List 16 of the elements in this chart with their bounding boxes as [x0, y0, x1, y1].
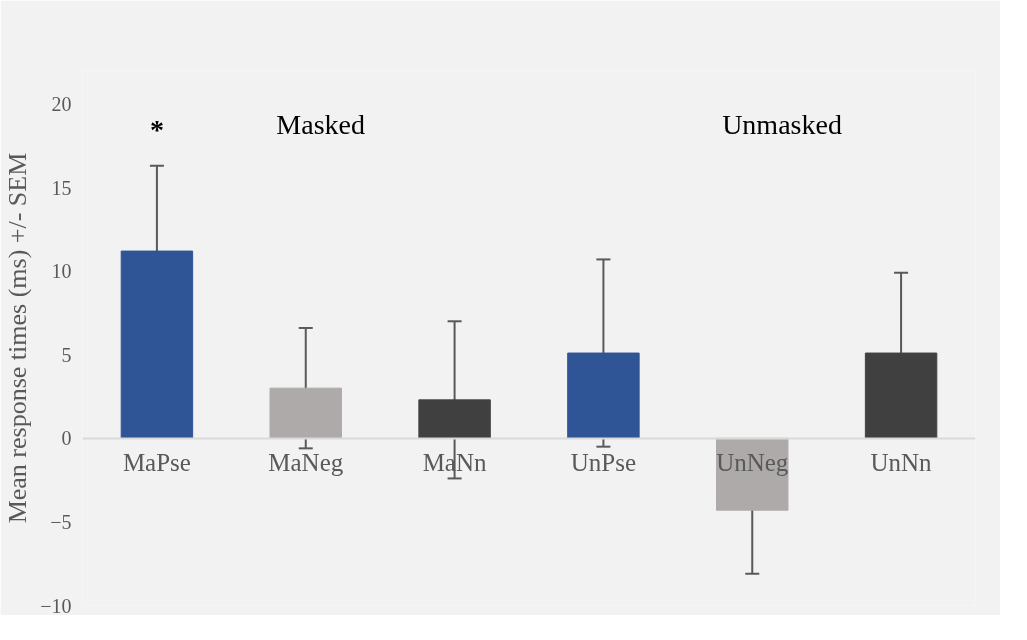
y-tick-label: −10	[40, 594, 72, 617]
y-tick-label: −5	[50, 510, 72, 533]
x-tick-label: UnNn	[870, 449, 933, 477]
annotation: Unmasked	[722, 108, 842, 140]
y-axis-title: Mean response times (ms) +/- SEM	[3, 152, 33, 524]
y-tick-label: 0	[61, 427, 72, 450]
annotation: *	[149, 113, 164, 145]
annotation: Masked	[276, 108, 365, 140]
y-tick-label: 10	[51, 260, 72, 283]
x-tick-label: MaNeg	[268, 449, 344, 477]
x-tick-label: UnPse	[570, 449, 637, 477]
x-tick-label: MaPse	[122, 449, 191, 477]
y-tick-label: 15	[51, 176, 72, 199]
x-tick-label: UnNeg	[716, 449, 789, 477]
y-tick-label: 5	[61, 343, 72, 366]
y-tick-label: 20	[51, 92, 72, 115]
